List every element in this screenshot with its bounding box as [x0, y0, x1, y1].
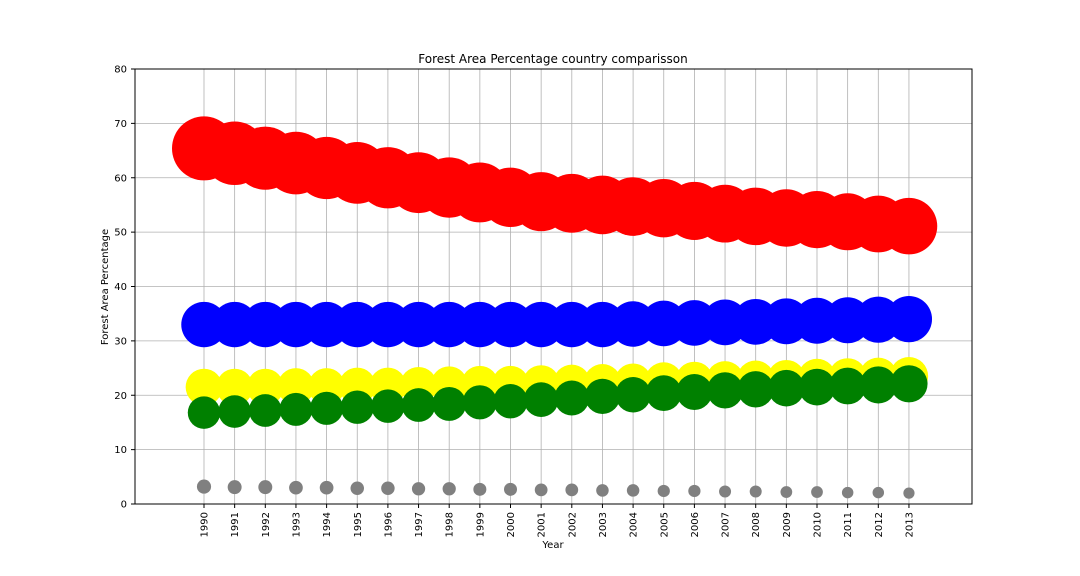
x-tick-label: 1993	[291, 512, 302, 537]
x-tick-label: 1994	[322, 512, 333, 537]
data-point	[340, 390, 374, 424]
data-point	[859, 366, 897, 404]
data-point	[841, 486, 854, 499]
x-tick-label: 2001	[537, 512, 548, 537]
data-point	[216, 368, 253, 406]
data-point	[880, 197, 938, 255]
data-point	[473, 482, 487, 496]
data-point	[462, 385, 497, 420]
data-point	[811, 486, 823, 498]
x-tick-label: 2002	[567, 512, 578, 537]
x-tick-label: 2011	[843, 512, 854, 537]
data-point	[227, 480, 242, 495]
x-axis-ticks: 1990 1991 1992 1993 1994 1995 1996 1997 1998 1999…	[200, 504, 915, 537]
data-point	[401, 388, 436, 422]
y-tick-label: 40	[114, 282, 127, 293]
x-tick-label: 1992	[261, 512, 272, 537]
data-point	[565, 483, 579, 497]
data-point	[504, 482, 517, 496]
data-point	[885, 296, 933, 343]
x-tick-label: 2009	[782, 512, 793, 537]
data-point	[493, 384, 528, 419]
data-point	[371, 389, 405, 423]
y-tick-label: 10	[114, 445, 127, 456]
data-point	[246, 368, 284, 406]
y-tick-label: 70	[114, 119, 127, 130]
x-tick-label: 2004	[629, 512, 640, 537]
data-point	[442, 482, 456, 496]
x-tick-label: 1991	[230, 512, 241, 537]
data-point	[829, 367, 867, 405]
data-point	[258, 480, 273, 495]
x-tick-label: 2006	[690, 512, 701, 537]
data-point	[411, 482, 426, 496]
x-axis-label: Year	[541, 540, 564, 551]
data-point	[432, 386, 467, 421]
data-point	[768, 369, 805, 407]
data-points	[172, 116, 938, 499]
x-tick-label: 2007	[721, 512, 732, 537]
y-axis-ticks: 0 10 20 30 40 50 60 70 80	[114, 65, 135, 511]
data-point	[523, 382, 559, 417]
y-tick-label: 30	[114, 336, 127, 347]
x-tick-label: 2013	[904, 512, 915, 537]
data-point	[615, 376, 651, 413]
y-tick-label: 50	[114, 228, 127, 239]
data-point	[798, 368, 836, 406]
x-tick-label: 1996	[383, 512, 394, 537]
data-point	[706, 372, 744, 409]
data-point	[688, 484, 701, 498]
data-point	[645, 375, 682, 411]
y-axis-label: Forest Area Percentage	[100, 229, 111, 345]
data-point	[719, 485, 732, 498]
data-point	[381, 481, 395, 495]
data-point	[890, 365, 928, 403]
y-tick-label: 20	[114, 391, 127, 402]
data-point	[657, 484, 670, 498]
data-point	[676, 374, 713, 410]
y-tick-label: 0	[121, 500, 127, 511]
data-point	[218, 395, 251, 428]
chart-title: Forest Area Percentage country compariss…	[418, 52, 687, 66]
data-point	[279, 392, 313, 426]
data-point	[737, 371, 774, 408]
x-tick-label: 2003	[598, 512, 609, 537]
y-tick-label: 60	[114, 173, 127, 184]
data-point	[872, 486, 885, 499]
data-point	[626, 484, 640, 497]
x-tick-label: 1995	[353, 512, 364, 537]
data-point	[289, 480, 303, 495]
x-tick-label: 1990	[200, 512, 211, 537]
data-point	[248, 394, 282, 427]
data-point	[185, 368, 223, 406]
data-point	[350, 481, 364, 495]
y-tick-label: 80	[114, 65, 127, 76]
data-point	[196, 479, 212, 494]
data-point	[319, 480, 334, 495]
x-tick-label: 1999	[475, 512, 486, 537]
x-tick-label: 1998	[445, 512, 456, 537]
x-tick-label: 2012	[874, 512, 885, 537]
x-tick-label: 2010	[813, 512, 824, 537]
data-point	[310, 391, 344, 425]
x-tick-label: 2008	[751, 512, 762, 537]
data-point	[749, 485, 762, 498]
x-tick-label: 2005	[659, 512, 670, 537]
data-point	[596, 484, 609, 497]
x-tick-label: 2000	[506, 512, 517, 537]
x-tick-label: 1997	[414, 512, 425, 537]
data-point	[554, 380, 590, 416]
data-point	[903, 487, 915, 499]
data-point	[187, 396, 221, 429]
data-point	[534, 483, 548, 497]
data-point	[584, 378, 621, 414]
data-point	[780, 486, 793, 498]
